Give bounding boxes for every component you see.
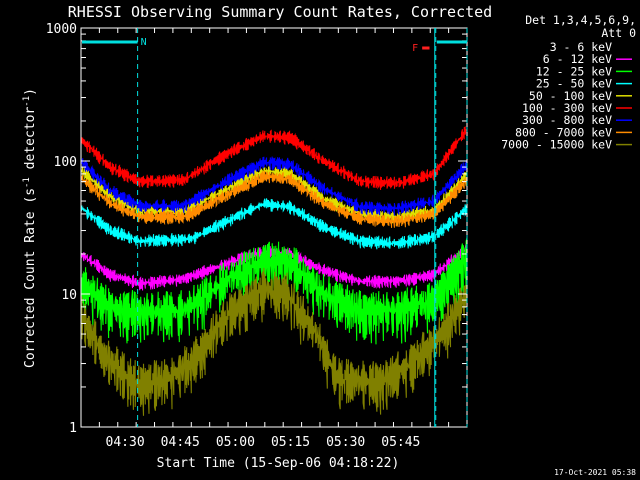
night-label: N bbox=[141, 37, 147, 48]
y-tick-label: 1 bbox=[69, 421, 77, 436]
x-tick-label: 05:00 bbox=[216, 435, 255, 450]
legend-header-attenuator: Att 0 bbox=[601, 26, 636, 40]
legend-label-12-25-kev: 12 - 25 keV bbox=[536, 64, 612, 78]
flare-label: F bbox=[412, 43, 418, 54]
series-line-300-800-kev bbox=[81, 156, 467, 216]
x-axis-label: Start Time (15-Sep-06 04:18:22) bbox=[157, 456, 400, 471]
generation-timestamp: 17-Oct-2021 05:38 bbox=[554, 468, 636, 477]
x-axis: 04:30 04:45 05:00 05:15 05:30 05:45 bbox=[80, 28, 468, 450]
y-tick-label: 1000 bbox=[46, 22, 77, 37]
y-tick-label: 10 bbox=[61, 288, 77, 303]
y-axis-label: Corrected Count Rate (s-1 detector-1) bbox=[22, 88, 38, 368]
series-line-7000-15000-kev bbox=[81, 267, 467, 416]
legend-label-6-12-kev: 6 - 12 keV bbox=[543, 52, 612, 66]
annotations: NF bbox=[82, 28, 468, 427]
x-tick-label: 04:30 bbox=[106, 435, 145, 450]
y-tick-label: 100 bbox=[54, 155, 77, 170]
x-tick-label: 05:30 bbox=[326, 435, 365, 450]
series-line-800-7000-kev bbox=[81, 170, 467, 228]
legend-label-50-100-kev: 50 - 100 keV bbox=[529, 89, 612, 103]
legend-label-3-6-kev: 3 - 6 keV bbox=[550, 40, 612, 54]
series-line-25-50-kev bbox=[81, 198, 467, 250]
legend-header-detectors: Det 1,3,4,5,6,9, bbox=[525, 13, 636, 27]
plot-region bbox=[81, 126, 467, 416]
x-tick-label: 04:45 bbox=[161, 435, 200, 450]
legend-label-25-50-kev: 25 - 50 keV bbox=[536, 77, 612, 91]
legend-label-800-7000-kev: 800 - 7000 keV bbox=[515, 125, 612, 139]
legend-label-300-800-kev: 300 - 800 keV bbox=[522, 113, 612, 127]
chart-title: RHESSI Observing Summary Count Rates, Co… bbox=[68, 3, 492, 21]
x-tick-label: 05:45 bbox=[381, 435, 420, 450]
x-tick-label: 05:15 bbox=[271, 435, 310, 450]
legend-label-7000-15000-kev: 7000 - 15000 keV bbox=[501, 138, 612, 152]
legend-label-100-300-kev: 100 - 300 keV bbox=[522, 101, 612, 115]
series-line-100-300-kev bbox=[81, 126, 467, 190]
y-axis: 1 10 100 1000 bbox=[46, 22, 467, 436]
